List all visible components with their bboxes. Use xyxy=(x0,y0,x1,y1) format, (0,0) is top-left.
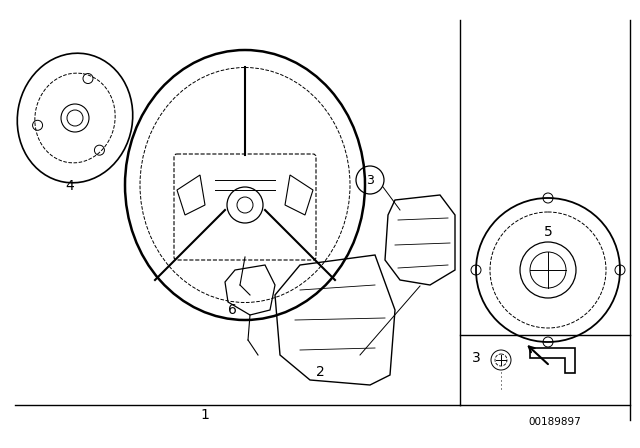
Text: 00189897: 00189897 xyxy=(529,417,581,427)
Text: 3: 3 xyxy=(366,173,374,186)
Text: 6: 6 xyxy=(228,303,236,317)
Text: 2: 2 xyxy=(316,365,324,379)
Text: 1: 1 xyxy=(200,408,209,422)
Text: 5: 5 xyxy=(543,225,552,239)
Text: 4: 4 xyxy=(66,179,74,193)
Text: 3: 3 xyxy=(472,351,481,365)
